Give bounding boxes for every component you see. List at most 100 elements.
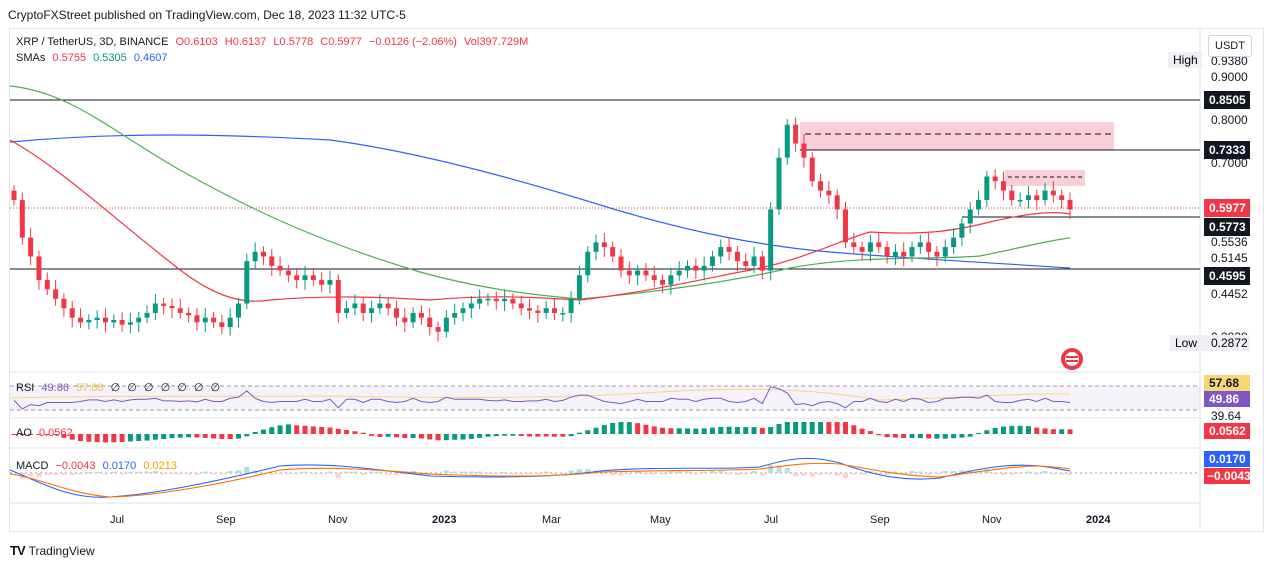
macd-hist-bar bbox=[302, 471, 308, 473]
candle-body bbox=[585, 251, 591, 276]
macd-hist-bar bbox=[177, 473, 183, 475]
symbol-label[interactable]: XRP / TetherUS, 3D, BINANCE bbox=[16, 36, 169, 48]
macd-hist-bar bbox=[743, 473, 749, 475]
macd-hist-bar bbox=[119, 473, 125, 475]
candle-body bbox=[901, 251, 907, 257]
main-legend[interactable]: XRP / TetherUS, 3D, BINANCE O0.6103 H0.6… bbox=[16, 36, 532, 48]
macd-hist-bar bbox=[892, 471, 898, 473]
sma-legend[interactable]: SMAs 0.5755 0.5305 0.4607 bbox=[16, 52, 172, 64]
macd-hist-bar bbox=[269, 473, 275, 475]
candle-body bbox=[709, 256, 715, 266]
macd-hist-bar bbox=[535, 473, 541, 475]
macd-hist-bar bbox=[393, 473, 399, 475]
candle-body bbox=[934, 251, 940, 257]
ao-bar bbox=[1017, 425, 1023, 434]
current-price-tag[interactable] bbox=[1204, 199, 1250, 217]
macd-hist-bar bbox=[493, 473, 499, 475]
macd-hist-bar bbox=[759, 473, 765, 476]
candle-body bbox=[244, 261, 250, 304]
candle-body bbox=[468, 303, 474, 309]
level-tag-04595-text: 0.4595 bbox=[1209, 269, 1246, 283]
rsi-band bbox=[10, 386, 1200, 410]
candle-body bbox=[543, 308, 549, 313]
tradingview-footer[interactable]: TV TradingView bbox=[10, 543, 95, 558]
macd-hist-bar bbox=[111, 471, 117, 473]
macd-hist-bar bbox=[294, 473, 300, 475]
ao-bar bbox=[294, 425, 300, 434]
ao-bar bbox=[718, 426, 724, 434]
candle-body bbox=[527, 308, 533, 311]
ao-bar bbox=[568, 434, 574, 437]
macd-hist-bar bbox=[818, 473, 824, 475]
candle-body bbox=[78, 317, 84, 323]
ao-bar bbox=[502, 434, 508, 436]
macd-hist-bar bbox=[809, 473, 815, 477]
candle-body bbox=[119, 320, 125, 325]
macd-hist-bar bbox=[701, 471, 707, 473]
candle-body bbox=[826, 190, 832, 196]
ao-legend[interactable]: AO 0.0562 bbox=[16, 427, 77, 439]
rsi-ma-value: 57.68 bbox=[76, 382, 104, 394]
macd-legend[interactable]: MACD −0.0043 0.0170 0.0213 bbox=[16, 460, 181, 472]
ao-bar bbox=[801, 422, 807, 434]
candle-body bbox=[842, 209, 848, 243]
macd-hist-bar bbox=[951, 471, 957, 473]
level-tag-04595[interactable] bbox=[1204, 267, 1250, 285]
rsi-legend[interactable]: RSI 49.86 57.68 ∅ ∅ ∅ ∅ ∅ ∅ ∅ bbox=[16, 381, 224, 394]
macd-hist-bar bbox=[934, 473, 940, 475]
macd-hist-bar bbox=[527, 473, 533, 475]
candle-body bbox=[926, 242, 932, 252]
macd-hist-bar bbox=[344, 471, 350, 473]
ao-bar bbox=[28, 434, 34, 435]
tradingview-brand: TradingView bbox=[28, 543, 95, 558]
macd-hist-bar bbox=[518, 473, 524, 475]
ao-bar bbox=[460, 434, 466, 440]
candle-body bbox=[951, 237, 957, 248]
rsi-ma-tag bbox=[1204, 375, 1250, 391]
macd-hist-bar bbox=[144, 471, 150, 473]
time-axis[interactable]: Jul Sep Nov 2023 Mar May Jul Sep Nov 202… bbox=[110, 514, 1111, 526]
time-tick: Nov bbox=[328, 514, 348, 526]
candle-body bbox=[260, 251, 266, 257]
ao-bar bbox=[618, 422, 624, 434]
rsi-empty: ∅ bbox=[193, 382, 204, 394]
price-tick: 0.4452 bbox=[1211, 287, 1248, 301]
candle-body bbox=[269, 256, 275, 266]
legend-volume: Vol397.729M bbox=[464, 36, 529, 48]
ao-bar bbox=[826, 422, 832, 434]
candle-body bbox=[344, 308, 350, 313]
macd-hist-bar bbox=[768, 465, 774, 473]
macd-hist-bar bbox=[202, 471, 208, 473]
publish-caption: CryptoFXStreet published on TradingView.… bbox=[8, 8, 406, 22]
ao-value-tag bbox=[1204, 423, 1250, 439]
macd-hist-bar bbox=[1017, 473, 1023, 474]
macd-hist-bar bbox=[227, 471, 233, 473]
ao-bar bbox=[768, 426, 774, 434]
candle-body bbox=[942, 247, 948, 257]
ao-bar bbox=[144, 434, 150, 441]
candle-body bbox=[660, 280, 666, 285]
ao-bar bbox=[701, 428, 707, 434]
price-scale[interactable]: 0.9380 0.9000 0.8000 0.7000 0.5536 0.514… bbox=[1211, 54, 1248, 344]
currency-button[interactable]: USDT bbox=[1208, 35, 1252, 57]
ao-bar bbox=[859, 428, 865, 434]
candle-body bbox=[551, 308, 557, 313]
candle-body bbox=[227, 317, 233, 328]
level-tag-07333[interactable] bbox=[1204, 141, 1250, 159]
level-tag-08505[interactable] bbox=[1204, 91, 1250, 109]
macd-hist-bar bbox=[169, 473, 175, 475]
candle-body bbox=[734, 251, 740, 262]
ao-bar bbox=[19, 434, 25, 435]
candle-body bbox=[726, 247, 732, 252]
ao-bar bbox=[227, 434, 233, 440]
macd-signal-tag bbox=[1204, 451, 1250, 467]
price-tick: 0.7000 bbox=[1211, 156, 1248, 170]
macd-hist-bar bbox=[94, 471, 100, 473]
ao-bar bbox=[759, 427, 765, 434]
macd-hist-bar bbox=[1050, 473, 1056, 475]
macd-hist-bar bbox=[876, 473, 882, 475]
ao-bar bbox=[560, 434, 566, 437]
macd-hist-bar bbox=[152, 471, 158, 473]
level-tag-05773[interactable] bbox=[1204, 218, 1250, 236]
